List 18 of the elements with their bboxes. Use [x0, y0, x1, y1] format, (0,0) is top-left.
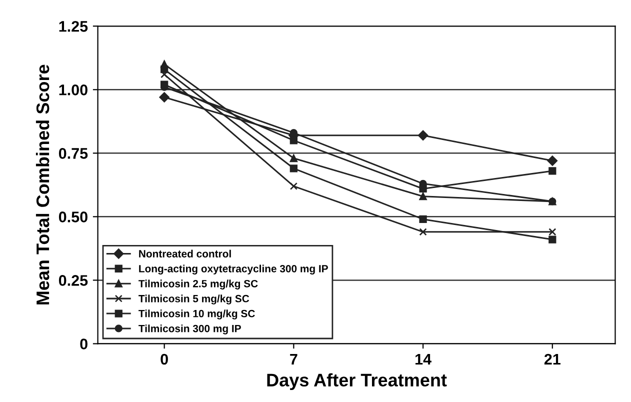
y-tick-label: 0.75 [58, 148, 88, 159]
legend-label: Tilmicosin 5 mg/kg SC [138, 294, 250, 304]
x-tick-label: 14 [416, 354, 432, 365]
x-tick-label: 7 [290, 354, 298, 365]
y-tick-label: 1.00 [59, 84, 88, 96]
y-tick-label: 0.50 [58, 212, 88, 222]
x-tick-label: 0 [160, 354, 168, 365]
y-tick-label: 1.25 [59, 21, 88, 32]
legend-label: Tilmicosin 10 mg/kg SC [138, 310, 255, 320]
legend-label: Long-acting oxytetracycline 300 mg IP [139, 264, 328, 274]
x-axis-title: Days After Treatment [267, 373, 447, 390]
y-tick-label: 0 [80, 338, 88, 350]
y-axis-title: Mean Total Combined Score [36, 64, 50, 304]
legend-label: Tilmicosin 300 mg IP [138, 324, 241, 334]
y-tick-label: 0.25 [58, 275, 88, 286]
x-tick-label: 21 [544, 354, 560, 365]
legend-label: Tilmicosin 2.5 mg/kg SC [138, 280, 258, 290]
legend-label: Nontreated control [139, 250, 231, 258]
